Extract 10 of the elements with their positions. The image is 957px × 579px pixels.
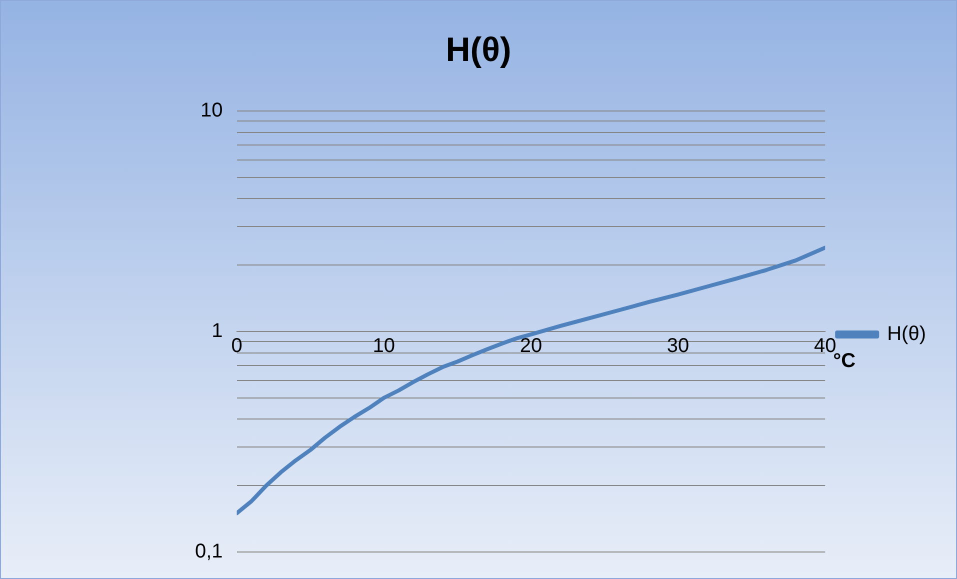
x-tick-label: 30: [666, 335, 690, 358]
x-axis-title: °C: [833, 350, 856, 372]
y-tick-label: 10: [200, 100, 223, 122]
y-tick-label: 0,1: [194, 540, 223, 563]
x-tick-label: 10: [372, 335, 396, 358]
x-tick-label: 0: [231, 335, 242, 358]
chart-title: H(θ): [444, 31, 512, 70]
legend-label: H(θ): [887, 323, 926, 346]
x-tick-label: 20: [520, 335, 542, 358]
y-tick-label: 1: [212, 320, 223, 342]
